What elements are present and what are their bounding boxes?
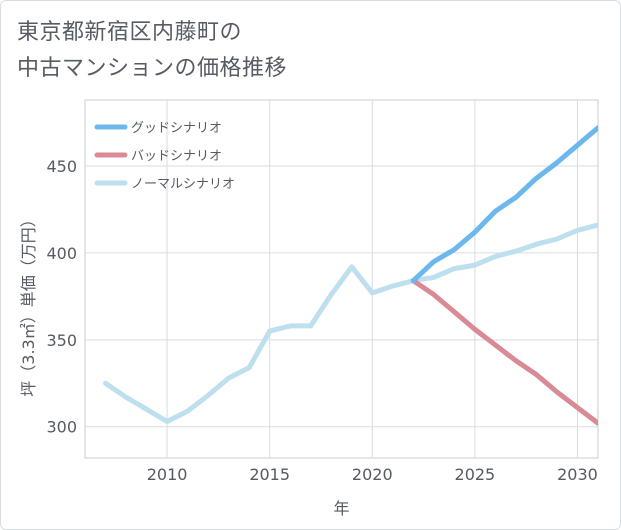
tick-labels: 300 350 400 450 2010 2015 2020 2025 2030	[46, 157, 597, 484]
x-tick-label: 2010	[147, 465, 188, 484]
x-tick-label: 2025	[455, 465, 496, 484]
x-tick-label: 2020	[352, 465, 393, 484]
x-axis-label: 年	[333, 499, 349, 518]
chart-title-line-2: 中古マンションの価格推移	[17, 56, 288, 81]
legend-label-good: グッドシナリオ	[131, 121, 222, 136]
chart-title: 東京都新宿区内藤町の 中古マンションの価格推移	[17, 15, 287, 87]
y-axis-label: 坪（3.3㎡）単価（万円）	[19, 211, 38, 396]
y-tick-label: 300	[46, 418, 77, 437]
x-tick-label: 2015	[249, 465, 290, 484]
chart-title-line-1: 東京都新宿区内藤町の	[17, 20, 243, 45]
y-tick-label: 350	[46, 331, 77, 350]
y-tick-label: 400	[46, 244, 77, 263]
series-layer	[103, 125, 598, 426]
x-tick-label: 2030	[557, 465, 598, 484]
series-line-good	[410, 125, 598, 284]
legend-label-normal: ノーマルシナリオ	[131, 177, 235, 192]
legend-label-bad: バッドシナリオ	[131, 149, 222, 164]
series-line-bad	[410, 278, 598, 426]
series-line-normal	[103, 222, 598, 424]
y-tick-label: 450	[46, 157, 77, 176]
